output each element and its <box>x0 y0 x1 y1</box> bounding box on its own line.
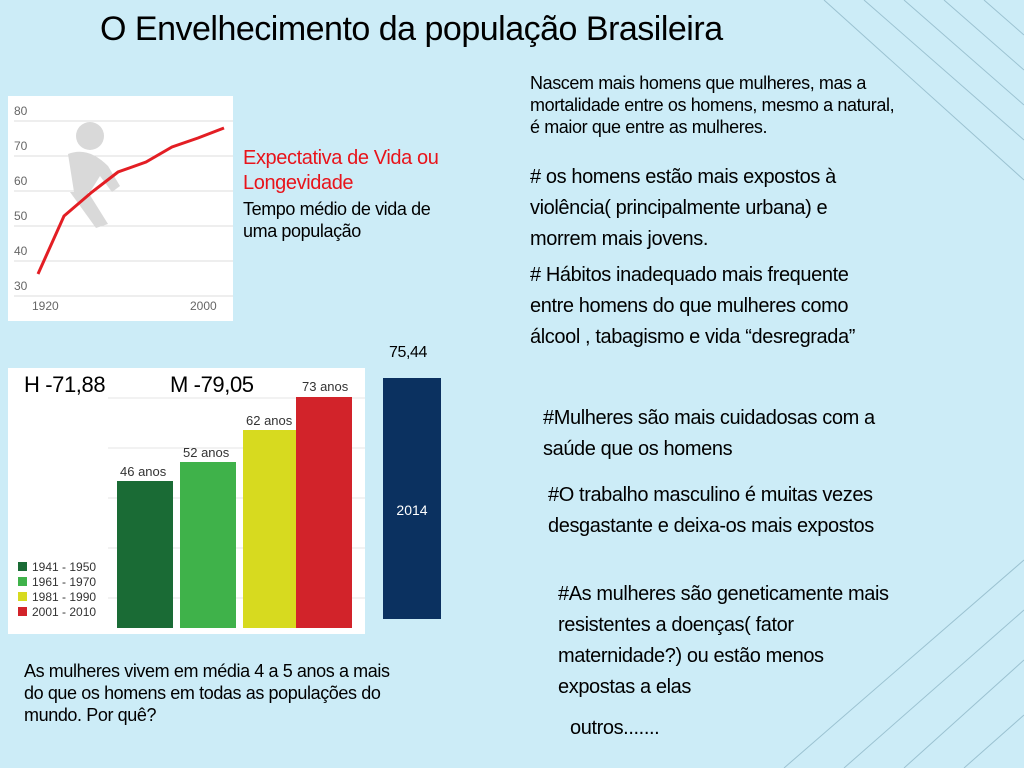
definition-block: Expectativa de Vida ou Longevidade Tempo… <box>243 146 439 242</box>
reason-line: saúde que os homens <box>543 438 733 460</box>
year-bar-value: 75,44 <box>389 344 428 361</box>
x-tick: 2000 <box>190 299 217 313</box>
reason-line: entre homens do que mulheres como <box>530 295 849 317</box>
bar-label: 73 anos <box>302 379 349 394</box>
reason-line: mortalidade entre os homens, mesmo a nat… <box>530 95 895 115</box>
legend-swatch <box>18 562 27 571</box>
question-line: mundo. Por quê? <box>24 705 157 725</box>
bar-label: 52 anos <box>183 445 230 460</box>
male-life-expectancy: H -71,88 <box>24 372 106 397</box>
reason-line: álcool , tabagismo e vida “desregrada” <box>530 326 855 348</box>
legend-label: 1961 - 1970 <box>32 575 96 589</box>
reason-line: expostas a elas <box>558 676 691 698</box>
y-tick: 40 <box>14 244 28 258</box>
reason-habits: # Hábitos inadequado mais frequente entr… <box>530 260 855 353</box>
decades-bar-chart: 46 anos 52 anos 62 anos 73 anos 1941 - 1… <box>8 368 365 634</box>
reason-line: resistentes a doenças( fator <box>558 614 794 636</box>
x-tick: 1920 <box>32 299 59 313</box>
bar-label: 62 anos <box>246 413 293 428</box>
reason-line: Nascem mais homens que mulheres, mas a <box>530 73 866 93</box>
reason-others: outros....... <box>570 717 660 739</box>
year-bar <box>383 378 441 619</box>
reason-care: #Mulheres são mais cuidadosas com a saúd… <box>543 403 875 465</box>
reason-line: #O trabalho masculino é muitas vezes <box>548 484 873 506</box>
legend-swatch <box>18 607 27 616</box>
life-expectancy-chart: 80 70 60 50 40 30 1920 2000 <box>8 96 233 321</box>
reason-work: #O trabalho masculino é muitas vezes des… <box>548 480 874 542</box>
definition-body: uma população <box>243 221 361 241</box>
reason-line: # Hábitos inadequado mais frequente <box>530 264 849 286</box>
female-life-expectancy: M -79,05 <box>170 372 254 397</box>
definition-heading: Longevidade <box>243 172 354 194</box>
reason-genetic: #As mulheres são geneticamente mais resi… <box>558 579 889 703</box>
y-tick: 30 <box>14 279 28 293</box>
reason-line: #As mulheres são geneticamente mais <box>558 583 889 605</box>
bar-1961-1970 <box>180 462 236 628</box>
question-block: As mulheres vivem em média 4 a 5 anos a … <box>24 660 390 726</box>
life-expectancy-line <box>36 126 225 275</box>
bar-1941-1950 <box>117 481 173 628</box>
legend-label: 1941 - 1950 <box>32 560 96 574</box>
question-line: do que os homens em todas as populações … <box>24 683 381 703</box>
bar-2001-2010 <box>296 397 352 628</box>
question-line: As mulheres vivem em média 4 a 5 anos a … <box>24 661 390 681</box>
reason-intro: Nascem mais homens que mulheres, mas a m… <box>530 72 895 138</box>
y-tick: 60 <box>14 174 28 188</box>
reason-violence: # os homens estão mais expostos à violên… <box>530 162 836 255</box>
bar-label: 46 anos <box>120 464 167 479</box>
y-tick: 70 <box>14 139 28 153</box>
definition-body: Tempo médio de vida de <box>243 199 431 219</box>
year-bar-label: 2014 <box>396 502 428 518</box>
y-tick: 80 <box>14 104 28 118</box>
reason-line: desgastante e deixa-os mais expostos <box>548 515 874 537</box>
reason-line: é maior que entre as mulheres. <box>530 117 768 137</box>
reason-line: morrem mais jovens. <box>530 228 708 250</box>
bar-1981-1990 <box>243 430 299 628</box>
legend-label: 1981 - 1990 <box>32 590 96 604</box>
definition-heading: Expectativa de Vida ou <box>243 147 439 169</box>
legend-swatch <box>18 577 27 586</box>
legend-swatch <box>18 592 27 601</box>
page-title: O Envelhecimento da população Brasileira <box>100 10 723 48</box>
reason-line: maternidade?) ou estão menos <box>558 645 824 667</box>
reason-line: #Mulheres são mais cuidadosas com a <box>543 407 875 429</box>
y-tick: 50 <box>14 209 28 223</box>
reason-line: # os homens estão mais expostos à <box>530 166 836 188</box>
legend-label: 2001 - 2010 <box>32 605 96 619</box>
reason-line: violência( principalmente urbana) e <box>530 197 828 219</box>
